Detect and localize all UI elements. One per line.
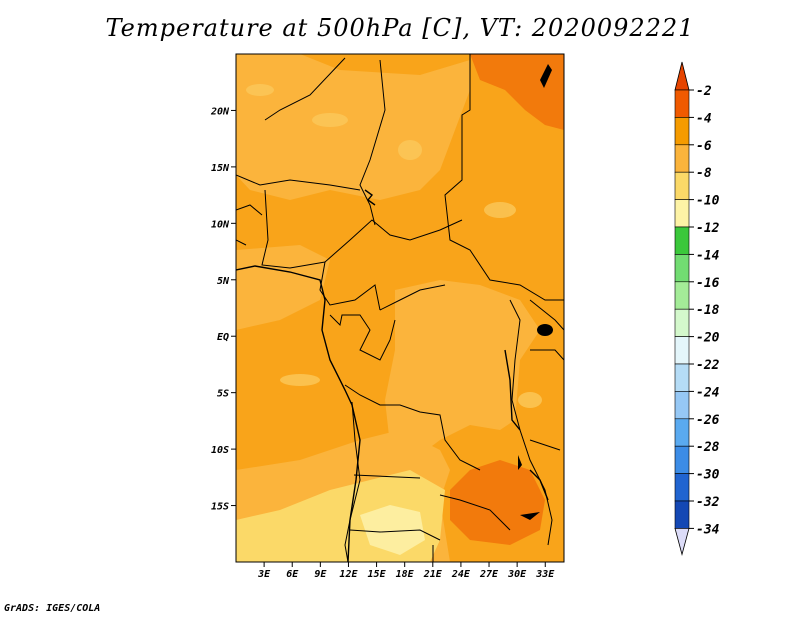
colorbar-segment [674,254,690,283]
colorbar-segment [674,336,690,365]
map-title: Temperature at 500hPa [C], VT: 202009222… [105,14,695,42]
lon-tick-label: 33E [535,569,555,580]
field-band-8-10-core [360,505,425,555]
field-band-2-4-southeast [450,460,545,545]
colorbar-segment [674,445,690,474]
coastlines [236,189,549,562]
lon-tick-label: 27E [479,569,499,580]
colorbar-segment [674,117,690,146]
colorbar-label: -32 [696,495,720,510]
latitude-axis: 20N 15N 10N 5N EQ 5S 10S 15S [210,106,236,513]
lat-tick-label: 5N [217,276,230,287]
field-band-2-4-northeast [470,54,564,130]
longitude-axis: 3E 6E 9E 12E 15E 18E 21E 24E 27E 30E 33E [257,562,555,580]
colorbar-segment [674,89,690,118]
colorbar-label: -8 [696,166,712,181]
temperature-field [236,54,564,562]
colorbar-segment [674,226,690,255]
lon-tick-label: 18E [396,569,415,580]
colorbar-segment [674,391,690,420]
colorbar-segment [674,281,690,310]
colorbar-segment [674,418,690,447]
colorbar-segment [674,308,690,337]
lakes [518,64,553,520]
lon-tick-label: 30E [507,569,527,580]
colorbar-label: -14 [696,248,720,263]
colorbar-label: -16 [696,276,720,291]
colorbar-segment [674,363,690,392]
colorbar-label: -4 [696,111,712,126]
colorbar-label: -12 [696,221,720,236]
colorbar-segment [674,144,690,173]
colorbar-label: -2 [696,84,712,99]
lon-tick-label: 15E [368,569,387,580]
country-borders [236,54,564,562]
lon-tick-label: 3E [257,569,271,580]
colorbar-label: -30 [696,468,720,483]
colorbar-segment [674,171,690,200]
lon-tick-label: 9E [314,569,327,580]
lon-tick-label: 12E [339,569,358,580]
colorbar-label: -24 [696,385,720,400]
colorbar-label: -10 [696,194,720,209]
lat-tick-label: 15S [211,502,229,513]
colorbar-bottom-triangle [674,528,690,556]
colorbar-label: -34 [696,522,720,537]
lat-tick-label: 10S [211,445,229,456]
colorbar-label: -28 [696,440,720,455]
lat-tick-label: 10N [211,219,230,230]
colorbar: -2 -4 -6 -8 -10 -12 -14 -16 -18 -20 -22 -24 -26 -28 -3… [674,61,720,556]
lat-tick-label: 15N [211,163,230,174]
colorbar-segment [674,199,690,228]
field-band-6-8-congo [385,280,540,455]
colorbar-label: -22 [696,358,720,373]
lat-tick-label: EQ [217,332,229,343]
lat-tick-label: 5S [217,389,229,400]
colorbar-label: -18 [696,303,720,318]
colorbar-label: -6 [696,139,712,154]
lon-tick-label: 6E [286,569,299,580]
map-frame [235,53,565,563]
colorbar-segment [674,473,690,502]
colorbar-label: -26 [696,413,720,428]
colorbar-label: -20 [696,331,720,346]
lat-tick-label: 20N [210,106,230,117]
colorbar-segment [674,500,690,529]
field-band-6-8-north [236,54,470,200]
colorbar-top-triangle [674,61,690,91]
credit-label: GrADS: IGES/COLA [4,603,101,614]
field-speckles [246,84,542,408]
lon-tick-label: 21E [423,569,443,580]
lon-tick-label: 24E [451,569,471,580]
